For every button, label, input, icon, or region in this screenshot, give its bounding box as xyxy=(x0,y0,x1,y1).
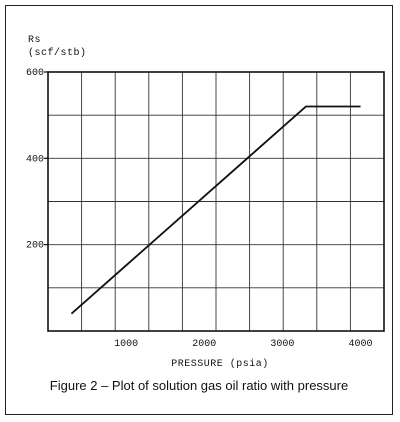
x-tick-label: 1000 xyxy=(114,339,138,350)
y-axis-unit: (scf/stb) xyxy=(28,47,87,59)
y-tick-label: 600 xyxy=(26,68,44,79)
y-tick-label: 200 xyxy=(26,241,44,252)
figure-frame: 200 400 600 1000 2000 3000 4000 Rs (scf/stb) PRES… xyxy=(5,5,393,415)
y-axis-title: Rs xyxy=(28,35,41,46)
plot-border xyxy=(47,71,385,332)
x-tick-label: 2000 xyxy=(192,339,216,350)
chart: 200 400 600 1000 2000 3000 4000 Rs(scf/stb) PRES… xyxy=(26,35,385,370)
x-tick-label: 4000 xyxy=(349,339,373,350)
y-tick-label: 400 xyxy=(26,154,44,165)
series-line xyxy=(70,105,361,315)
x-tick-label: 3000 xyxy=(270,339,294,350)
x-axis-title: PRESSURE (psia) xyxy=(171,358,269,370)
figure-caption: Figure 2 – Plot of solution gas oil rati… xyxy=(49,378,349,393)
